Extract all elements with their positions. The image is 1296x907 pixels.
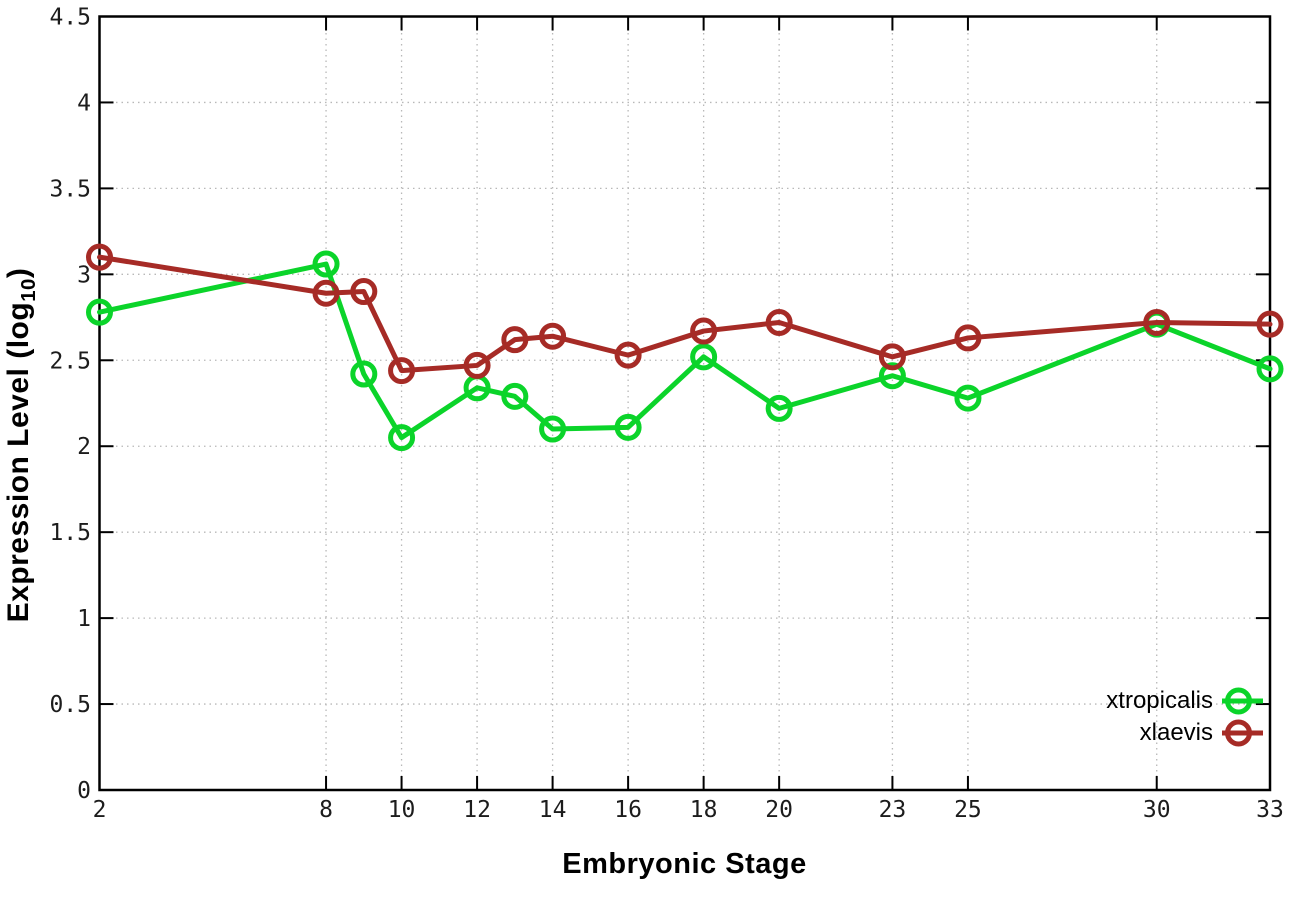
y-tick-label: 3.5 <box>49 176 91 202</box>
data-point-xtropicalis <box>86 298 113 326</box>
x-tick-label: 12 <box>463 797 491 823</box>
legend-sample-marker-xlaevis <box>1225 719 1252 747</box>
y-axis-label-close: ) <box>2 267 35 279</box>
x-tick-label: 18 <box>690 797 718 823</box>
plot-border <box>98 15 1272 792</box>
data-point-xlaevis <box>463 351 491 379</box>
data-point-xlaevis <box>86 243 113 271</box>
x-tick-label: 25 <box>954 797 982 823</box>
y-tick-label: 1.5 <box>49 520 91 546</box>
y-axis-label-subscript: 10 <box>18 278 40 302</box>
series-line-xtropicalis <box>97 261 1273 441</box>
data-point-xtropicalis <box>954 384 982 412</box>
data-point-xlaevis <box>312 279 340 307</box>
x-tick-label: 20 <box>765 797 793 823</box>
data-point-xtropicalis <box>614 413 642 441</box>
data-point-xlaevis <box>954 324 982 352</box>
y-tick-label: 2.5 <box>49 348 91 374</box>
x-tick-label: 10 <box>388 797 416 823</box>
data-point-xlaevis <box>765 308 793 336</box>
y-tick-label: 3 <box>77 262 91 288</box>
data-point-xtropicalis <box>388 424 416 452</box>
data-point-xtropicalis <box>539 415 567 443</box>
data-point-xtropicalis <box>1256 355 1284 383</box>
y-tick-label: 4 <box>77 90 91 116</box>
x-tick-label: 8 <box>319 797 333 823</box>
data-point-xlaevis <box>1143 308 1171 336</box>
y-tick-label: 2 <box>77 434 91 460</box>
x-tick-label: 23 <box>879 797 907 823</box>
y-axis-label-text: Expression Level (log <box>2 301 35 623</box>
y-tick-label: 1 <box>77 606 91 632</box>
data-point-xlaevis <box>690 317 718 345</box>
x-tick-label: 2 <box>93 797 107 823</box>
data-point-xtropicalis <box>312 250 340 278</box>
data-point-xtropicalis <box>878 362 906 390</box>
data-point-xtropicalis <box>690 343 718 371</box>
y-tick-label: 4.5 <box>49 5 91 31</box>
x-axis-label: Embryonic Stage <box>562 848 807 880</box>
data-point-xlaevis <box>614 341 642 369</box>
data-point-xlaevis <box>878 343 906 371</box>
data-point-xlaevis <box>539 322 567 350</box>
legend-label-xtropicalis: xtropicalis <box>1106 687 1213 714</box>
x-tick-label: 33 <box>1256 797 1284 823</box>
y-tick-label: 0 <box>77 778 91 804</box>
x-tick-label: 16 <box>614 797 642 823</box>
data-point-xlaevis <box>388 357 416 385</box>
x-tick-label: 30 <box>1143 797 1171 823</box>
data-point-xtropicalis <box>501 382 529 410</box>
data-point-xtropicalis <box>765 394 793 422</box>
x-tick-label: 14 <box>539 797 567 823</box>
data-point-xlaevis <box>350 278 378 306</box>
data-point-xlaevis <box>501 326 529 354</box>
y-axis-label: Expression Level (log10) <box>0 225 49 665</box>
legend-sample-marker-xtropicalis <box>1225 687 1252 715</box>
y-tick-label: 0.5 <box>49 692 91 718</box>
data-point-xlaevis <box>1256 310 1284 338</box>
legend-label-xlaevis: xlaevis <box>1139 719 1213 746</box>
data-point-xtropicalis <box>350 360 378 388</box>
